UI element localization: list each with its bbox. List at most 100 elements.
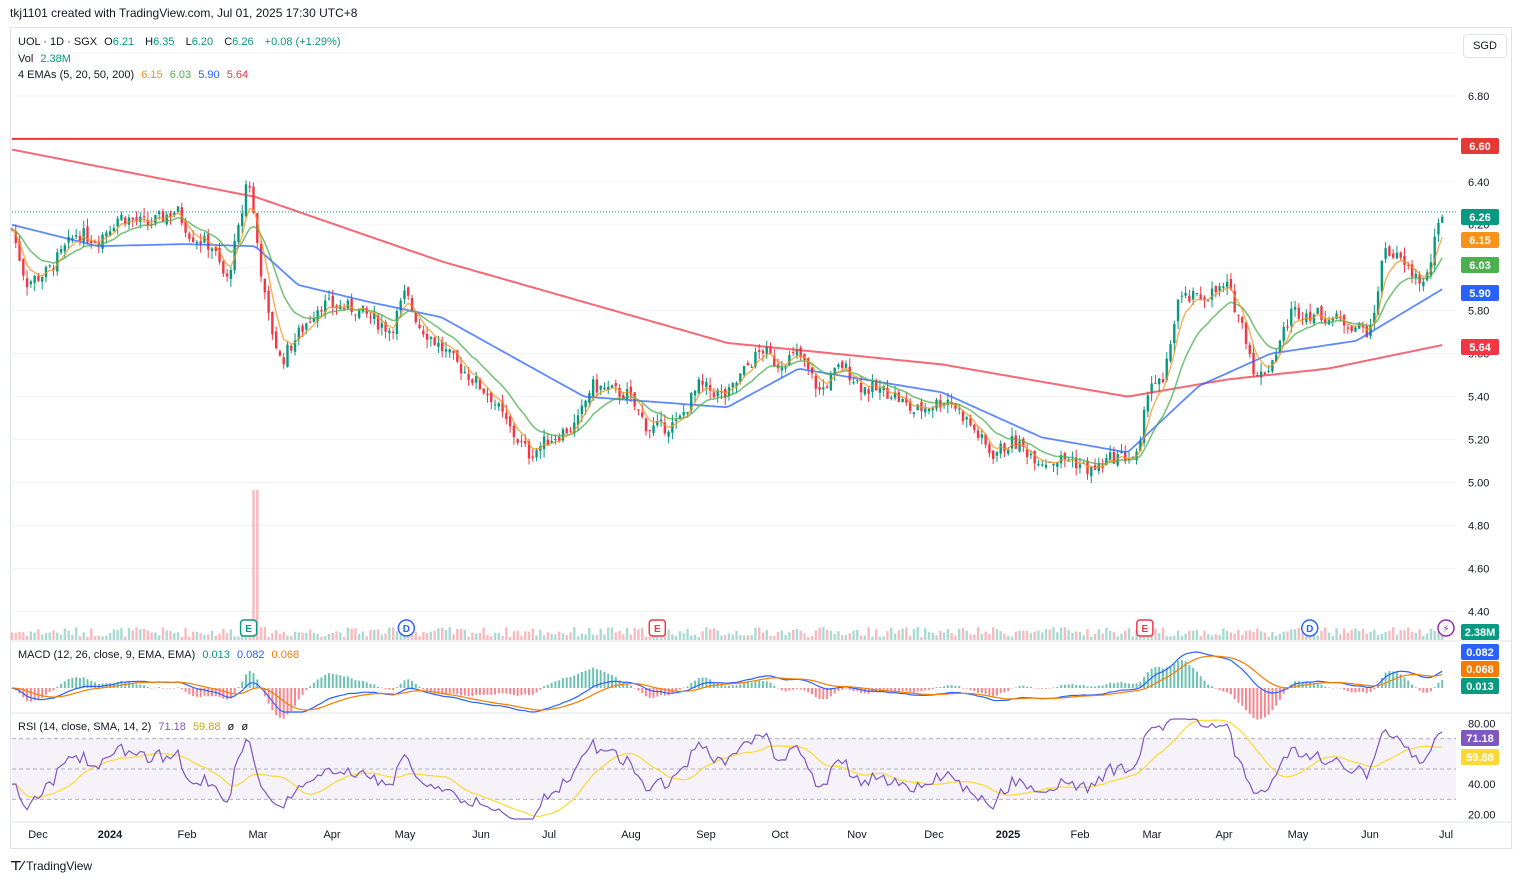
volume-bar: [512, 631, 516, 640]
macd-badge: 0.068: [1461, 661, 1499, 677]
volume-bar: [561, 633, 565, 640]
volume-bar: [988, 634, 991, 640]
macd-bar: [1037, 688, 1040, 689]
volume-bar: [1229, 632, 1233, 640]
macd-bar: [1143, 676, 1146, 688]
candle-body: [101, 234, 104, 249]
volume-bar: [1037, 630, 1040, 640]
volume-bar: [618, 630, 621, 640]
volume-bar: [1029, 633, 1033, 640]
volume-bar: [527, 631, 531, 640]
candle-body: [1354, 327, 1357, 332]
volume-bar: [682, 633, 685, 640]
footer-brand[interactable]: ⊤⁄ TradingView: [10, 858, 92, 874]
candle-body: [384, 322, 387, 332]
symbol-label[interactable]: UOL · 1D · SGX: [18, 36, 98, 48]
candle-body: [1346, 327, 1350, 329]
volume-bar: [742, 635, 746, 640]
volume-bar: [765, 630, 768, 640]
macd-bar: [26, 688, 29, 702]
volume-bar: [214, 635, 217, 640]
macd-bar: [897, 688, 900, 692]
candle-body: [1388, 246, 1391, 256]
candle-body: [278, 351, 282, 356]
macd-bar: [33, 688, 36, 701]
candle-body: [297, 327, 300, 340]
macd-bar: [237, 687, 240, 688]
candle-body: [191, 237, 195, 243]
macd-bar: [516, 688, 519, 696]
volume-bar: [1331, 635, 1334, 640]
candle-body: [671, 422, 674, 433]
volume-bar: [1342, 628, 1346, 640]
volume-bar: [418, 636, 421, 640]
candle-body: [1161, 379, 1165, 383]
volume-bar: [142, 628, 146, 640]
candle-body: [1399, 252, 1402, 258]
candle-body: [927, 408, 931, 412]
volume-bar: [1414, 632, 1418, 640]
price-tick-label: 6.40: [1468, 177, 1489, 189]
candle-body: [897, 392, 901, 402]
macd-bar: [422, 688, 425, 690]
candle-body: [1274, 354, 1278, 362]
currency-button[interactable]: SGD: [1463, 34, 1507, 58]
volume-bar: [629, 634, 633, 640]
volume-bar: [705, 627, 708, 640]
candle-body: [157, 211, 161, 215]
macd-bar: [728, 685, 730, 688]
macd-bar: [1063, 684, 1066, 688]
candle-body: [1195, 292, 1199, 294]
volume-bar: [739, 635, 742, 640]
candle-body: [1380, 260, 1384, 292]
volume-bar: [773, 635, 776, 640]
volume-bar: [139, 629, 142, 640]
volume-bar: [1191, 630, 1195, 640]
macd-bar: [826, 688, 829, 700]
ema50-line: [11, 223, 1443, 453]
macd-bar: [1328, 687, 1331, 688]
candle-body: [867, 389, 870, 394]
marker-letter: D: [1306, 624, 1313, 635]
candle-body: [248, 186, 251, 188]
volume-bar: [297, 632, 300, 640]
macd-bar: [573, 675, 576, 688]
volume-bar: [1203, 630, 1206, 640]
volume-badge: 2.38M: [1461, 624, 1499, 640]
candle-body: [320, 310, 323, 312]
volume-bar: [1346, 632, 1350, 640]
volume-bar: [807, 636, 810, 640]
candle-body: [799, 347, 802, 357]
macd-bar: [509, 688, 512, 695]
volume-bar: [90, 628, 93, 640]
volume-bar: [225, 633, 229, 640]
earnings-marker-icon: E: [239, 619, 258, 637]
candle-body: [535, 450, 538, 458]
candle-body: [490, 392, 493, 403]
volume-bar: [976, 627, 980, 640]
macd-bar: [550, 682, 553, 688]
volume-bar: [1222, 628, 1225, 640]
macd-bar: [418, 686, 421, 688]
candle-body: [1248, 344, 1251, 355]
volume-bar: [724, 635, 727, 640]
volume-bar: [950, 633, 953, 640]
price-tick-label: 4.40: [1468, 606, 1489, 618]
candle-body: [769, 346, 772, 354]
candle-body: [97, 242, 100, 246]
macd-bar: [1112, 683, 1115, 688]
badge-value: 0.013: [1466, 681, 1494, 693]
macd-bar: [735, 685, 738, 688]
macd-bar: [675, 688, 678, 692]
macd-bar: [82, 677, 85, 688]
badge-value: 59.88: [1466, 752, 1494, 764]
macd-bar: [143, 685, 146, 688]
volume-bar: [818, 627, 821, 640]
macd-bar: [678, 688, 681, 690]
macd-bar: [1384, 672, 1387, 688]
volume-bar: [648, 636, 651, 640]
macd-line: [11, 651, 1443, 713]
macd-bar: [207, 688, 210, 697]
macd-bar: [829, 688, 832, 697]
